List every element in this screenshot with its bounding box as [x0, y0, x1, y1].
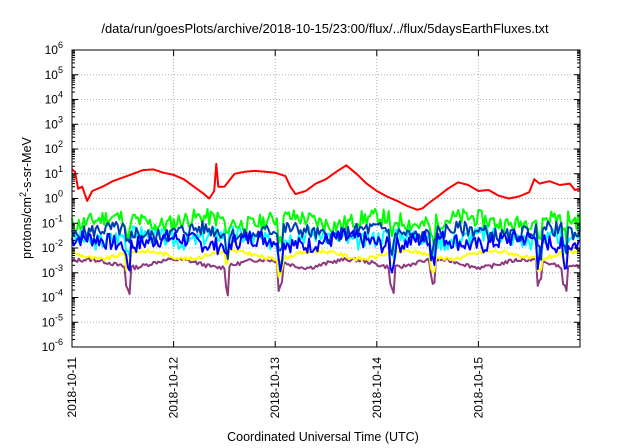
x-tick-label: 2018-10-13	[268, 357, 282, 419]
series-line	[71, 228, 581, 274]
y-tick-label: 10-3	[42, 263, 63, 280]
series-line	[71, 248, 581, 278]
x-tick-labels: 2018-10-11 2018-10-12 2018-10-13 2018-10-14…	[65, 357, 485, 419]
y-axis-label-sup: 2	[18, 192, 28, 197]
chart-title: /data/run/goesPlots/archive/2018-10-15/2…	[101, 21, 549, 36]
y-axis-label: protons/cm2-s-sr-MeV	[18, 136, 34, 258]
x-tick-label: 2018-10-12	[167, 357, 181, 419]
y-tick-label: 102	[45, 139, 63, 156]
x-tick-label: 2018-10-11	[65, 357, 79, 418]
y-tick-label: 10-6	[42, 337, 63, 354]
series-group	[71, 162, 581, 297]
series-line	[71, 162, 581, 211]
y-tick-label: 10-2	[42, 238, 63, 255]
series-line	[71, 256, 581, 297]
x-tick-label: 2018-10-15	[471, 357, 485, 419]
y-tick-label: 105	[45, 65, 63, 82]
y-tick-label: 103	[45, 114, 63, 131]
y-tick-label: 10-5	[42, 312, 63, 329]
y-tick-label: 101	[45, 164, 63, 181]
y-tick-labels: 10-6 10-5 10-4 10-3 10-2 10-1 100 101 102 103 104 1…	[42, 40, 63, 354]
y-tick-label: 104	[45, 90, 63, 107]
y-axis-label-post: -s-sr-MeV	[20, 136, 34, 192]
x-axis-label: Coordinated Universal Time (UTC)	[227, 430, 419, 444]
plot-frame	[71, 49, 581, 348]
y-axis-label-pre: protons/cm	[20, 197, 34, 259]
grid	[72, 50, 580, 347]
y-tick-label: 106	[45, 40, 63, 57]
y-tick-label: 100	[45, 189, 63, 206]
axis-ticks	[71, 49, 580, 348]
y-tick-label: 10-1	[42, 213, 63, 230]
x-tick-label: 2018-10-14	[370, 357, 384, 419]
y-tick-label: 10-4	[42, 288, 63, 305]
